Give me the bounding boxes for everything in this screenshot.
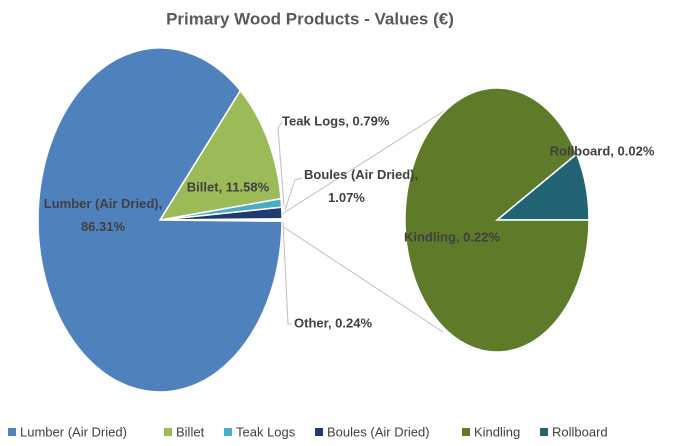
legend-label: Rollboard [552, 424, 608, 439]
legend-label: Lumber (Air Dried) [20, 424, 127, 439]
legend-label: Billet [176, 424, 205, 439]
pie-slice [158, 89, 282, 222]
connector-line [281, 105, 453, 215]
data-label-line: 1.07% [328, 190, 365, 205]
legend-swatch [540, 428, 548, 436]
data-label: Lumber (Air Dried), 86.31% [44, 196, 162, 234]
data-label-line: Boules (Air Dried), [304, 167, 418, 182]
data-label: Teak Logs, 0.79% [282, 113, 390, 128]
leader-line [284, 177, 303, 211]
legend-swatch [8, 428, 16, 436]
legend-label: Boules (Air Dried) [327, 424, 430, 439]
data-label-line: 86.31% [81, 219, 126, 234]
legend-swatch [164, 428, 172, 436]
legend-label: Teak Logs [236, 424, 296, 439]
chart-title: Primary Wood Products - Values (€) [166, 9, 454, 28]
legend-swatch [224, 428, 232, 436]
legend-swatch [462, 428, 470, 436]
leader-line [282, 221, 292, 325]
pie-slice [404, 87, 590, 353]
data-label-line: Lumber (Air Dried), [44, 196, 162, 211]
pie-slice [37, 47, 283, 393]
legend-swatch [315, 428, 323, 436]
leader-line [277, 121, 285, 207]
data-label: Other, 0.24% [294, 315, 372, 330]
legend-label: Kindling [474, 424, 520, 439]
data-label: Billet, 11.58% [187, 179, 270, 194]
data-label: Kindling, 0.22% [404, 229, 501, 244]
data-label: Boules (Air Dried), 1.07% [304, 167, 418, 205]
data-label: Rollboard, 0.02% [550, 143, 655, 158]
connector-line [281, 225, 444, 333]
